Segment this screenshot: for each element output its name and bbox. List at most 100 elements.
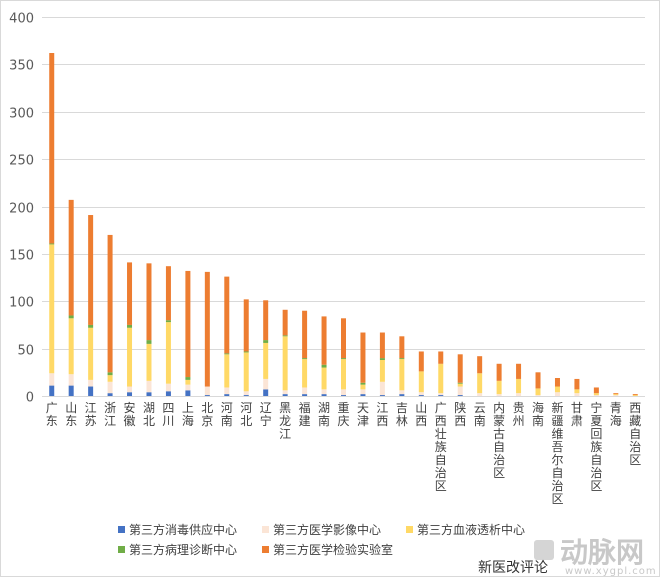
bar-segment [165,322,171,384]
y-tick-label: 100 [9,296,34,311]
bar-segment [516,378,522,394]
bar-segment [146,343,152,381]
bar-segment [496,363,502,381]
bar-segment [68,318,74,375]
watermark-url: www.xygpl.com [565,566,657,577]
x-tick-label: 山西 [415,401,427,428]
bar-segment [379,332,385,359]
bar-segment [457,395,463,396]
bar-segment [165,383,171,392]
x-tick-label: 广西壮族自治区 [435,401,447,493]
bar-segment [321,389,327,395]
x-tick-label: 湖北 [143,400,155,428]
bar-segment [146,380,152,393]
bar-segment [477,356,483,374]
bar-segment [554,378,560,387]
bar-segment [593,393,599,396]
bar-segment [516,393,522,396]
bar-segment [282,336,288,391]
bar-segment [107,372,113,376]
bar-segment [282,394,288,396]
x-tick-label: 北京 [201,401,213,428]
bar-segment [302,359,308,388]
x-tick-label: 青海 [610,401,622,428]
x-tick-label: 山东 [65,401,77,428]
bar-segment [243,395,249,396]
bar-segment [107,381,113,394]
watermark-logo-box [534,540,554,560]
bar-segment [263,340,269,343]
bar-segment [360,389,366,395]
bar-segment [204,271,210,387]
bar-segment [574,378,580,390]
bar-segment [88,379,94,387]
bar-segment [263,342,269,379]
bar-segment [49,243,55,245]
bar-segment [457,382,463,384]
legend-swatch [262,526,269,533]
footer-caption: 新医改评论 [478,560,548,576]
bar-segment [438,363,444,394]
bar-segment [127,327,133,387]
x-tick-label: 吉林 [396,401,408,428]
x-tick-label: 新疆维吾尔自治区 [551,400,563,506]
legend-swatch [262,546,269,553]
bar-segment [574,393,580,396]
bar-segment [418,351,424,372]
bar-segment [185,384,191,391]
bar-segment [457,383,463,387]
bar-segment [613,393,619,395]
bar-segment [360,382,366,385]
bar-segment [438,393,444,396]
bar-segment [107,234,113,373]
bar-segment [535,395,541,396]
bar-segment [88,386,94,396]
y-axis-ticks: 0 50 100 150 200 250 300 350 400 [9,12,34,406]
bar-segment [438,395,444,396]
bar-segment [243,391,249,396]
bar-segment [68,315,74,319]
bar-segment [243,299,249,352]
x-tick-label: 天津 [357,401,369,428]
x-tick-label: 湖南 [318,400,330,428]
bar-segment [535,372,541,389]
bar-segment [379,360,385,382]
bar-segment [399,358,405,360]
bar-segment [263,389,269,396]
bar-segment [302,394,308,396]
bar-segment [224,394,230,396]
y-tick-label: 150 [9,249,34,264]
bar-segment [204,395,210,396]
bar-segment [535,388,541,396]
x-tick-label: 宁夏回族自治区 [590,400,602,493]
bar-segment [282,335,288,337]
bar-segment [127,386,133,393]
bar-segment [477,373,483,394]
x-tick-label: 重庆 [337,401,349,428]
legend-label: 第三方医学检验实验室 [273,542,393,557]
bar-segment [496,394,502,396]
bar-segment [379,358,385,360]
bar-segment [146,263,152,341]
x-tick-label: 辽宁 [260,401,272,428]
bar-segment [302,387,308,395]
bar-segment [341,358,346,360]
legend-label: 第三方病理诊断中心 [129,542,237,557]
bar-segment [341,395,346,396]
y-tick-label: 0 [26,391,34,406]
bar-segment [321,364,327,368]
bar-segment [574,389,580,394]
bar-segment [263,378,269,390]
bar-segment [399,359,405,391]
bar-segment [282,309,288,336]
bar-segment [127,262,133,325]
bar-segment [68,374,74,386]
y-tick-label: 250 [9,154,34,169]
y-tick-label: 300 [9,107,34,122]
bar-segment [224,276,230,354]
bar-segment [185,377,191,380]
bar-segment [146,392,152,396]
bar-segment [204,386,210,396]
